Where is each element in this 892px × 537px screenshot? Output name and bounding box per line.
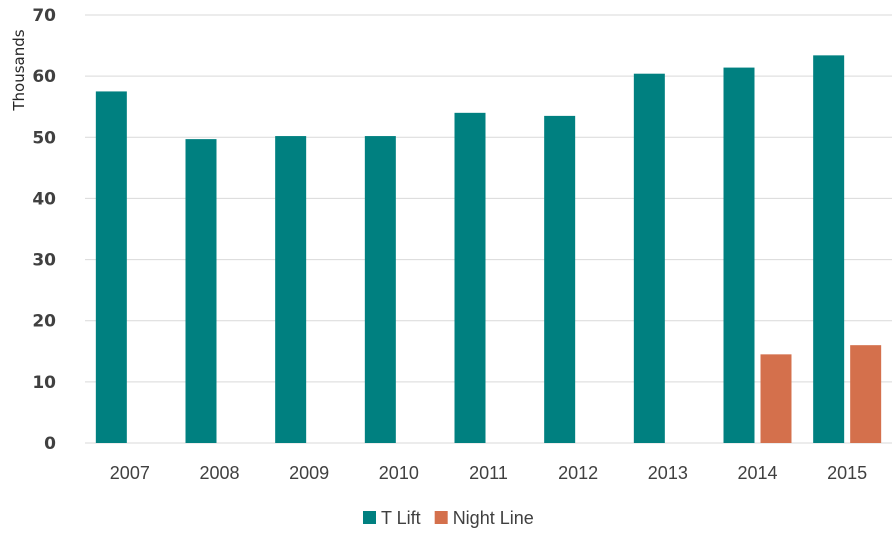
y-tick-label: 30 <box>32 251 56 271</box>
y-tick-labels: 0 10 20 30 40 50 60 70 <box>32 6 56 454</box>
bar-t-lift-2008 <box>186 139 217 443</box>
y-tick-label: 10 <box>32 373 56 393</box>
x-tick-label: 2012 <box>558 463 598 483</box>
x-tick-label: 2014 <box>737 463 777 483</box>
y-tick-label: 60 <box>32 67 56 87</box>
legend-item-t-lift: T Lift <box>363 508 421 528</box>
bar-t-lift-2015 <box>813 55 844 443</box>
x-tick-label: 2009 <box>289 463 329 483</box>
legend-swatch <box>435 511 448 524</box>
bar-t-lift-2014 <box>724 68 755 443</box>
y-tick-label: 0 <box>44 434 56 454</box>
x-tick-labels: 2007 2008 2009 2010 2011 2012 2013 2014 2015 <box>110 463 867 483</box>
y-axis-label: Thousands <box>10 29 28 111</box>
y-tick-label: 40 <box>32 189 56 209</box>
bar-night-line-2014 <box>761 354 792 443</box>
x-tick-label: 2013 <box>648 463 688 483</box>
y-tick-label: 50 <box>32 128 56 148</box>
bar-t-lift-2011 <box>455 113 486 443</box>
legend-label: T Lift <box>381 508 421 528</box>
bar-t-lift-2010 <box>365 136 396 443</box>
x-tick-label: 2010 <box>379 463 419 483</box>
x-tick-label: 2007 <box>110 463 150 483</box>
legend-label: Night Line <box>453 508 534 528</box>
bar-t-lift-2009 <box>275 136 306 443</box>
x-tick-label: 2015 <box>827 463 867 483</box>
legend: T Lift Night Line <box>363 508 534 528</box>
bar-t-lift-2007 <box>96 91 127 443</box>
bars <box>96 55 881 443</box>
y-tick-label: 20 <box>32 312 56 332</box>
legend-swatch <box>363 511 376 524</box>
bar-t-lift-2013 <box>634 74 665 443</box>
bar-t-lift-2012 <box>544 116 575 443</box>
x-tick-label: 2008 <box>199 463 239 483</box>
y-tick-label: 70 <box>32 6 56 26</box>
bar-night-line-2015 <box>850 345 881 443</box>
x-tick-label: 2011 <box>469 463 508 483</box>
legend-item-night-line: Night Line <box>435 508 534 528</box>
